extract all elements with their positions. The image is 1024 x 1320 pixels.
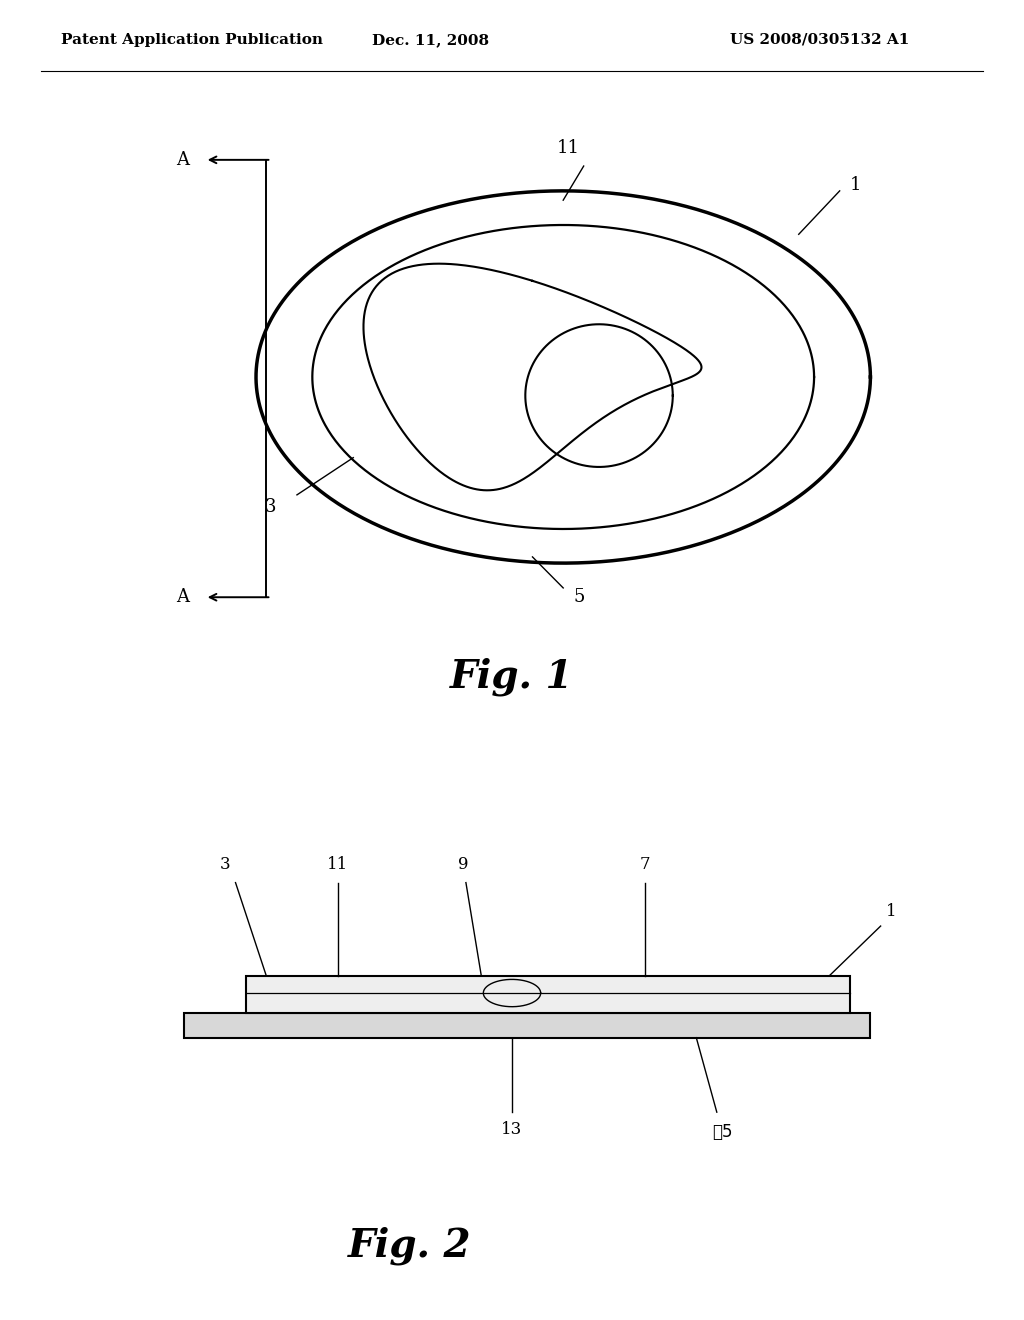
Text: A: A [176,589,189,606]
Text: Fig. 2: Fig. 2 [348,1228,471,1266]
Text: 11: 11 [557,139,580,157]
Text: 11: 11 [328,857,348,874]
Text: ⦅5: ⦅5 [712,1123,732,1142]
Text: US 2008/0305132 A1: US 2008/0305132 A1 [729,33,909,48]
Text: 9: 9 [458,857,468,874]
Text: Patent Application Publication: Patent Application Publication [61,33,324,48]
Text: Fig. 1: Fig. 1 [451,657,573,697]
Bar [184,1012,870,1038]
Text: 13: 13 [502,1122,522,1138]
Text: 3: 3 [220,857,230,874]
Text: 7: 7 [640,857,650,874]
Text: 1: 1 [850,176,861,194]
Text: A: A [176,150,189,169]
Text: 3: 3 [265,498,276,516]
Text: 1: 1 [886,903,896,920]
Text: 5: 5 [573,589,585,606]
Text: Dec. 11, 2008: Dec. 11, 2008 [372,33,488,48]
Bar [246,975,850,1012]
